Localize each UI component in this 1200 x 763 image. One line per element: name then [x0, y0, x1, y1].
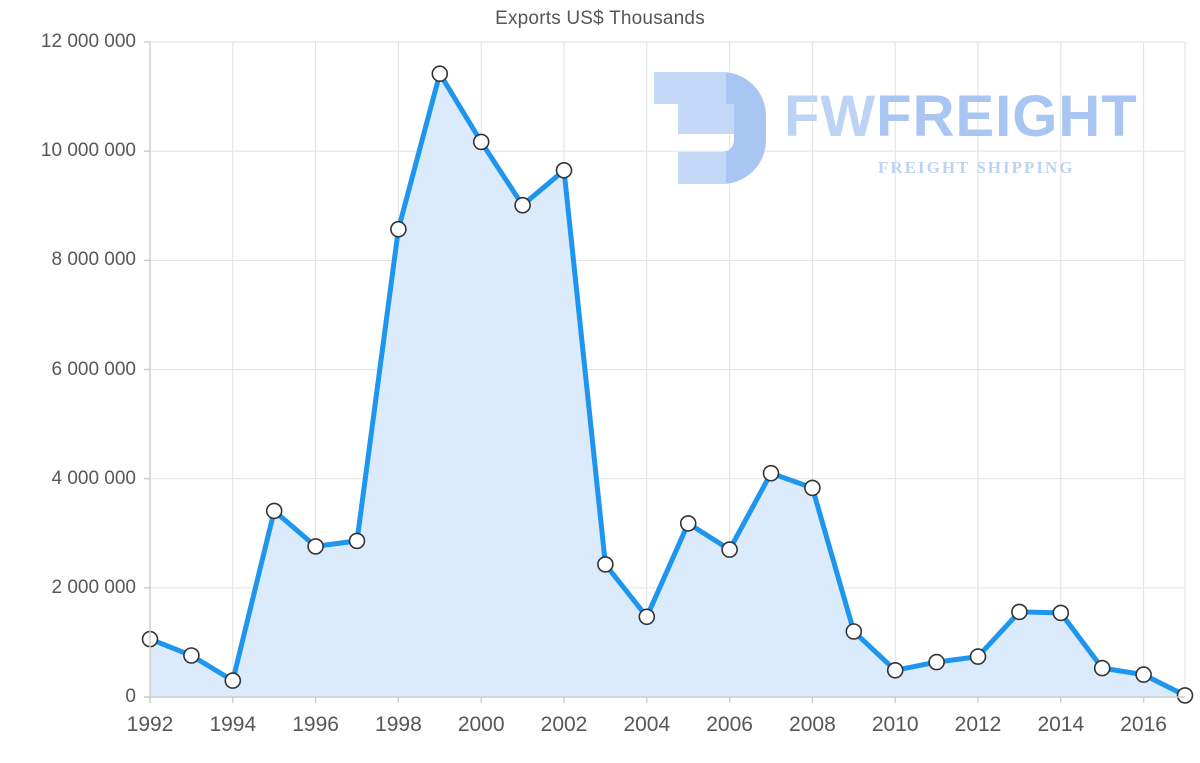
data-point-marker[interactable] [265, 502, 283, 520]
x-axis-tick-label: 2004 [623, 713, 671, 736]
data-point-marker[interactable] [1135, 666, 1152, 683]
data-point-marker[interactable] [183, 647, 200, 664]
data-point-marker[interactable] [886, 661, 904, 679]
data-point-marker[interactable] [224, 672, 242, 689]
x-axis-tick-label: 2000 [457, 713, 505, 736]
y-axis-tick-label: 10 000 000 [40, 140, 136, 162]
data-point-marker[interactable] [721, 541, 738, 558]
x-axis-tick-label: 1992 [126, 713, 174, 736]
x-axis-tick-label: 2010 [871, 713, 919, 736]
x-axis-tick-label: 2014 [1037, 713, 1085, 736]
y-axis-tick-label: 0 [125, 686, 136, 707]
y-axis-tick-label: 12 000 000 [40, 31, 136, 52]
tick-marks [144, 41, 1145, 703]
x-axis-tick-label: 1998 [375, 713, 422, 736]
x-axis-tick-label: 2016 [1120, 713, 1167, 736]
data-point-marker[interactable] [928, 653, 945, 671]
x-axis-tick-label: 2008 [789, 713, 836, 736]
data-point-marker[interactable] [762, 464, 780, 482]
chart-title: Exports US$ Thousands [495, 8, 705, 29]
x-axis-tick-label: 1994 [209, 713, 257, 736]
data-point-marker[interactable] [804, 479, 821, 497]
data-point-marker[interactable] [555, 162, 573, 179]
data-point-marker[interactable] [431, 65, 449, 82]
x-axis-tick-label: 2002 [540, 713, 588, 736]
x-axis-tick-label: 2006 [706, 713, 753, 736]
data-point-markers [141, 65, 1194, 704]
y-axis-tick-label: 6 000 000 [51, 358, 136, 380]
data-point-marker[interactable] [348, 532, 366, 550]
data-point-marker[interactable] [1176, 687, 1194, 704]
y-axis-tick-label: 8 000 000 [51, 249, 136, 271]
data-point-marker[interactable] [514, 196, 531, 214]
data-point-marker[interactable] [969, 648, 987, 665]
y-axis-tick-label: 2 000 000 [51, 576, 136, 598]
data-point-marker[interactable] [1052, 604, 1070, 622]
data-point-marker[interactable] [597, 556, 614, 573]
axis-lines [144, 42, 1185, 703]
data-point-marker[interactable] [845, 623, 863, 640]
x-axis-tick-label: 1996 [292, 713, 339, 736]
y-axis-tick-label: 4 000 000 [51, 467, 136, 489]
area-fill [150, 73, 1185, 697]
data-point-marker[interactable] [1011, 603, 1028, 621]
data-point-marker[interactable] [679, 515, 697, 532]
data-point-marker[interactable] [1093, 659, 1111, 677]
data-point-marker[interactable] [307, 538, 324, 555]
data-point-marker[interactable] [638, 608, 656, 626]
x-axis-tick-label: 2012 [954, 713, 1002, 736]
data-point-marker[interactable] [472, 133, 490, 151]
data-point-marker[interactable] [390, 220, 407, 238]
